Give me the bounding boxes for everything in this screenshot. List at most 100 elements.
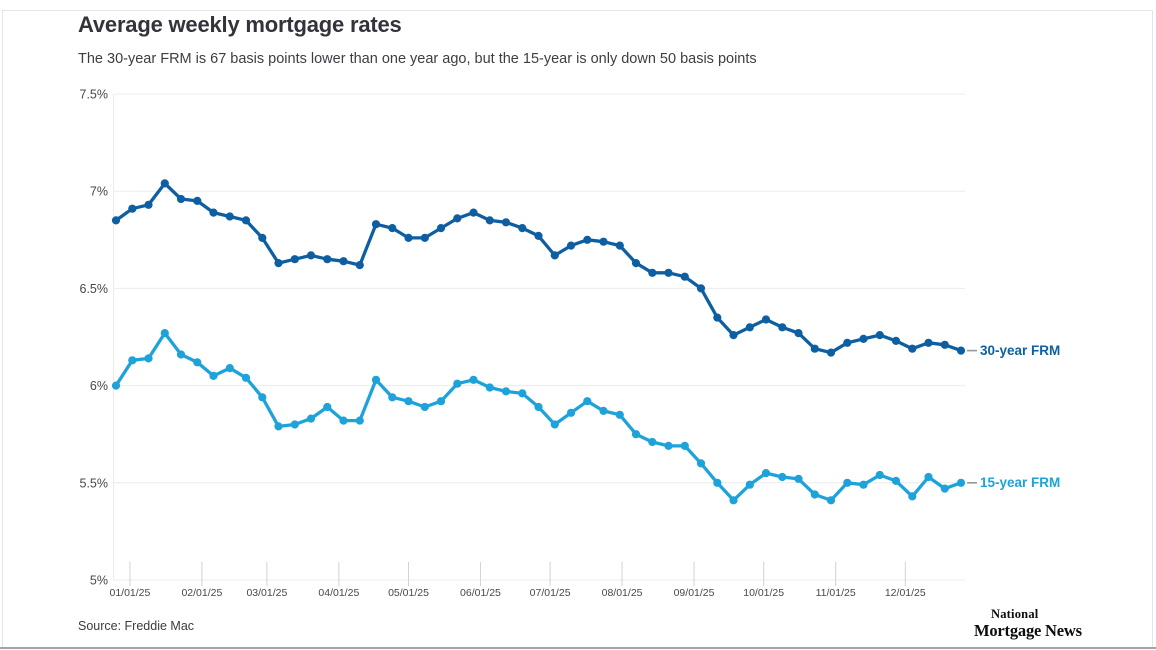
data-point-marker	[453, 379, 462, 388]
data-point-marker	[631, 430, 641, 439]
data-point-marker	[111, 216, 121, 225]
data-point-marker	[501, 218, 511, 227]
data-point-marker	[583, 397, 592, 406]
data-point-marker	[436, 397, 446, 406]
data-point-marker	[128, 356, 137, 365]
data-point-marker	[875, 470, 884, 480]
data-point-marker	[794, 474, 803, 483]
data-point-marker	[566, 241, 576, 250]
data-point-marker	[534, 402, 543, 412]
data-point-marker	[485, 383, 494, 392]
bottom-divider	[0, 647, 1156, 649]
data-point-marker	[176, 350, 186, 359]
data-point-marker	[128, 204, 137, 213]
data-point-marker	[339, 257, 348, 266]
chart-subtitle: The 30-year FRM is 67 basis points lower…	[78, 51, 757, 67]
data-point-marker	[859, 480, 868, 489]
data-point-marker	[290, 420, 299, 429]
series-line-15-year	[114, 331, 963, 502]
data-point-marker	[631, 259, 641, 268]
data-point-marker	[664, 268, 673, 277]
data-point-marker	[778, 472, 787, 482]
data-point-marker	[371, 375, 381, 384]
data-point-marker	[891, 336, 901, 345]
data-point-marker	[306, 251, 316, 260]
x-axis-tick-label: 12/01/25	[885, 587, 926, 599]
data-point-marker	[843, 338, 852, 347]
data-point-marker	[290, 255, 299, 264]
data-point-marker	[615, 410, 624, 419]
data-point-marker	[160, 179, 169, 188]
data-point-marker	[193, 358, 202, 367]
data-point-marker	[924, 338, 933, 347]
data-point-marker	[550, 420, 559, 429]
data-point-marker	[940, 340, 949, 349]
series-line-30-year	[114, 181, 963, 355]
data-point-marker	[193, 196, 202, 205]
data-point-marker	[323, 255, 332, 264]
x-axis-tick-label: 07/01/25	[530, 587, 571, 599]
data-point-marker	[956, 478, 966, 487]
x-axis-tick-label: 05/01/25	[388, 587, 429, 599]
data-point-marker	[241, 216, 251, 225]
data-point-marker	[648, 268, 657, 277]
data-point-marker	[518, 224, 527, 233]
legend-30-year-frm: 30-year FRM	[980, 342, 1061, 358]
data-point-marker	[209, 371, 218, 380]
y-axis-tick-label: 7.5%	[80, 88, 109, 102]
chart-title: Average weekly mortgage rates	[78, 12, 402, 37]
y-axis-tick-label: 5.5%	[80, 476, 109, 490]
data-point-marker	[144, 354, 153, 363]
source-label: Source: Freddie Mac	[78, 619, 195, 633]
data-point-marker	[843, 478, 852, 487]
data-point-marker	[355, 261, 364, 270]
data-point-marker	[436, 224, 446, 233]
data-point-marker	[566, 408, 576, 417]
data-point-marker	[940, 484, 949, 493]
data-point-marker	[258, 233, 267, 242]
data-point-marker	[599, 237, 608, 246]
data-point-marker	[241, 373, 251, 382]
data-point-marker	[404, 233, 413, 242]
data-point-marker	[583, 235, 592, 244]
data-point-marker	[355, 416, 364, 425]
data-point-marker	[209, 208, 218, 217]
data-point-marker	[550, 251, 559, 260]
x-axis-tick-label: 11/01/25	[816, 587, 856, 599]
data-point-marker	[501, 387, 511, 396]
logo-line-mortgage-news: Mortgage News	[974, 620, 1082, 640]
data-point-marker	[485, 216, 494, 225]
data-point-marker	[404, 397, 413, 406]
data-point-marker	[794, 329, 803, 338]
data-point-marker	[339, 416, 348, 425]
x-axis-tick-label: 03/01/25	[246, 587, 287, 599]
data-point-marker	[274, 422, 283, 431]
data-point-marker	[696, 459, 706, 468]
data-point-marker	[420, 402, 429, 412]
data-point-marker	[745, 323, 754, 332]
data-point-marker	[453, 214, 462, 223]
data-point-marker	[713, 313, 722, 322]
x-axis-tick-label: 09/01/25	[674, 587, 715, 599]
data-point-marker	[469, 375, 478, 384]
data-point-marker	[160, 329, 169, 338]
data-point-marker	[518, 389, 527, 398]
data-point-marker	[615, 241, 624, 250]
data-point-marker	[323, 402, 332, 412]
y-axis-tick-label: 7%	[90, 185, 108, 199]
data-point-marker	[826, 348, 836, 357]
data-point-marker	[371, 220, 381, 229]
data-point-marker	[778, 323, 787, 332]
data-point-marker	[664, 441, 673, 450]
data-point-marker	[680, 441, 689, 450]
x-axis-tick-label: 08/01/25	[602, 587, 643, 599]
data-point-marker	[859, 334, 868, 343]
data-point-marker	[713, 478, 722, 487]
data-point-marker	[648, 437, 657, 447]
x-axis-tick-label: 02/01/25	[181, 587, 222, 599]
legend-15-year-frm: 15-year FRM	[980, 474, 1061, 490]
data-point-marker	[388, 393, 397, 402]
data-point-marker	[908, 492, 917, 501]
data-point-marker	[306, 414, 316, 423]
data-point-marker	[111, 381, 121, 390]
